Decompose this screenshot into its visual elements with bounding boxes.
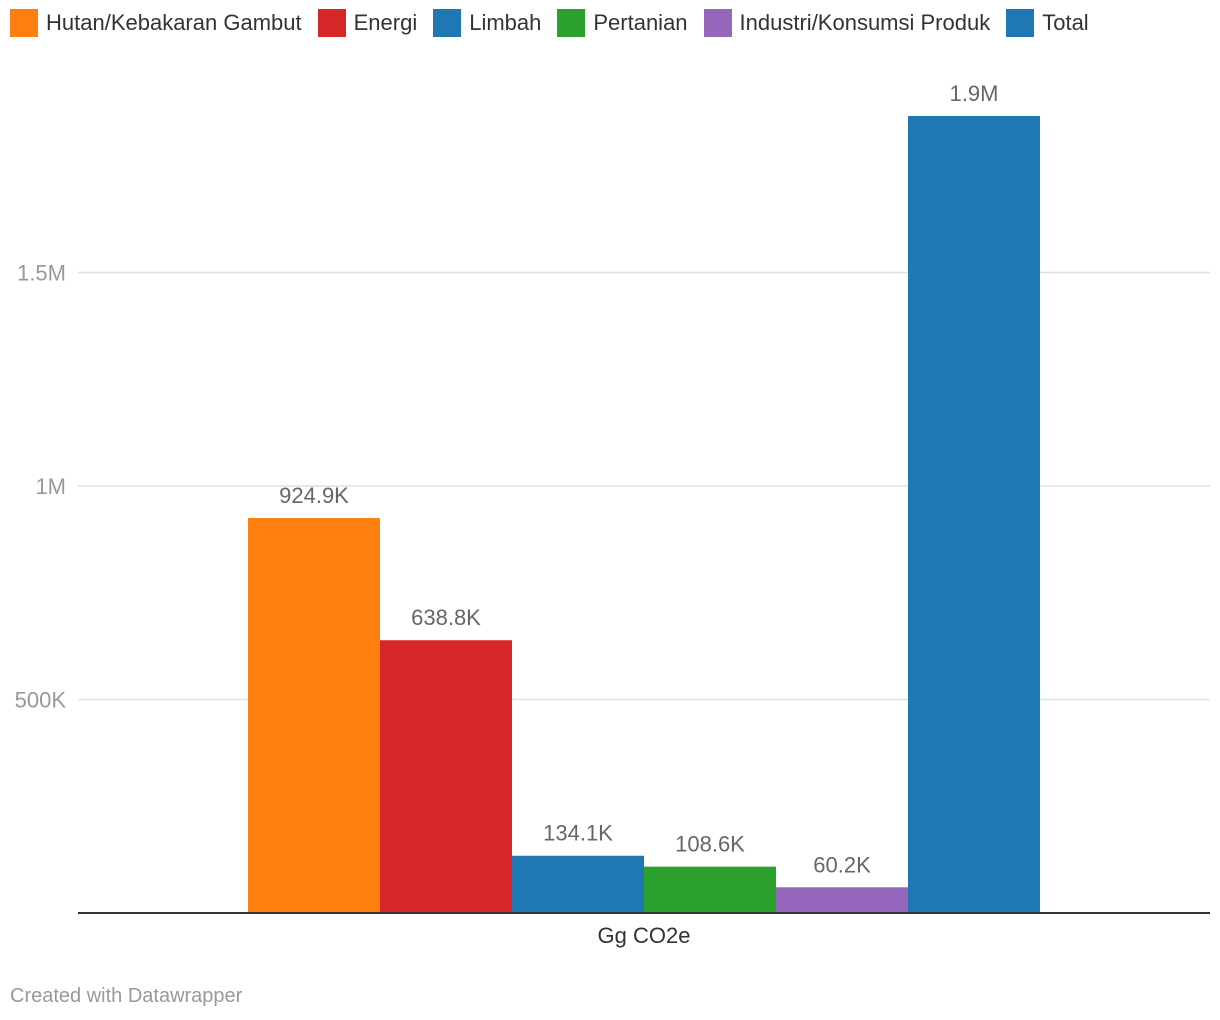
legend-item[interactable]: Total <box>1006 9 1089 37</box>
y-tick-label: 1M <box>35 474 66 499</box>
legend-label: Pertanian <box>593 10 688 35</box>
legend-label: Hutan/Kebakaran Gambut <box>46 10 302 35</box>
legend-item[interactable]: Limbah <box>433 9 541 37</box>
legend-label: Limbah <box>469 10 542 35</box>
data-label: 924.9K <box>279 483 349 508</box>
footer-credit[interactable]: Created with Datawrapper <box>10 985 243 1007</box>
legend-swatch <box>10 9 38 37</box>
legend-label: Total <box>1042 10 1089 35</box>
data-label: 1.9M <box>950 81 999 106</box>
bar <box>380 640 512 913</box>
legend-swatch <box>1006 9 1035 37</box>
legend-swatch <box>433 9 462 37</box>
bar <box>908 115 1040 914</box>
legend-label: Energi <box>353 10 418 35</box>
bar <box>248 518 380 913</box>
y-tick-label: 500K <box>15 688 67 713</box>
category-label: Gg CO2e <box>598 923 691 948</box>
data-label: 60.2K <box>813 852 871 877</box>
bar <box>644 866 776 913</box>
data-label: 638.8K <box>411 605 481 630</box>
data-label: 134.1K <box>543 821 613 846</box>
data-label: 108.6K <box>675 832 745 857</box>
legend-item[interactable]: Hutan/Kebakaran Gambut <box>10 9 302 37</box>
legend-item[interactable]: Pertanian <box>557 9 688 37</box>
legend-item[interactable]: Energi <box>317 9 418 37</box>
legend-swatch <box>703 9 732 37</box>
legend-label: Industri/Konsumsi Produk <box>739 10 991 35</box>
legend-item[interactable]: Industri/Konsumsi Produk <box>703 9 991 37</box>
legend-swatch <box>317 9 346 37</box>
y-tick-label: 1.5M <box>17 261 66 286</box>
legend-swatch <box>557 9 586 37</box>
bar <box>776 887 908 913</box>
legend: Hutan/Kebakaran Gambut Energi Limbah Pertan… <box>10 8 1105 38</box>
bar <box>512 855 644 913</box>
